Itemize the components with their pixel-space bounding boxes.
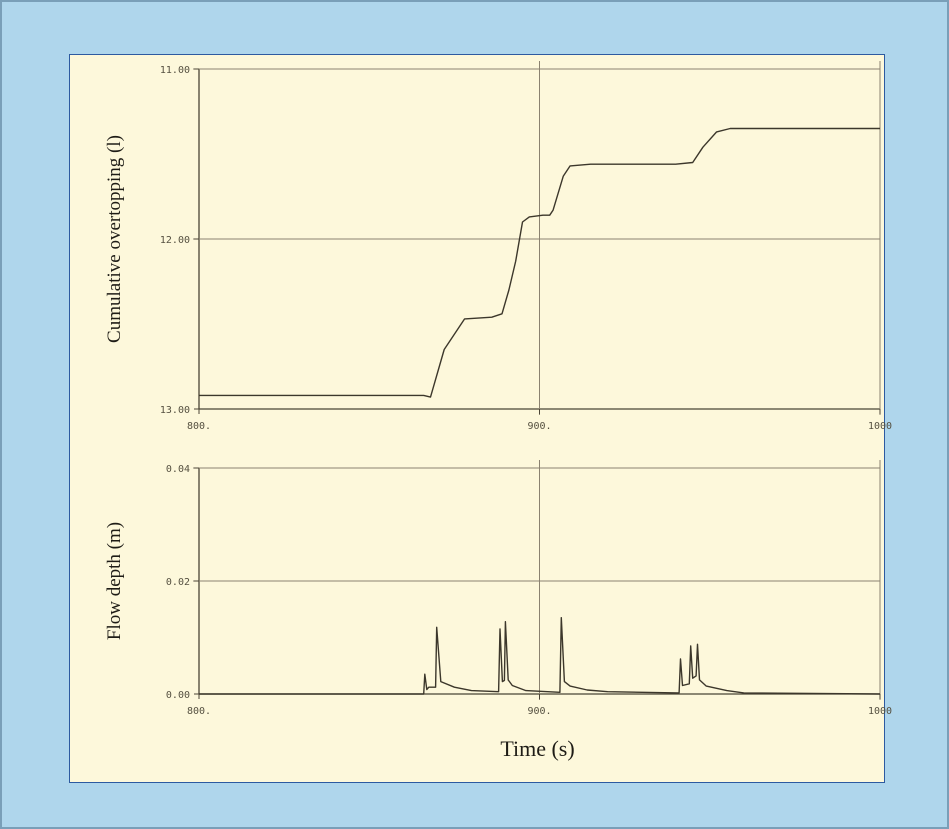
y-tick-label: 11.00 — [160, 65, 190, 76]
x-tick-label: 900. — [527, 706, 551, 717]
x-tick-label: 800. — [187, 421, 211, 432]
x-tick-label: 1000 — [868, 421, 892, 432]
y-tick-label: 13.00 — [160, 405, 190, 416]
series-line — [199, 127, 880, 398]
y-tick-label: 0.02 — [166, 577, 190, 588]
y-axis-label: Cumulative overtopping (l) — [104, 135, 125, 343]
x-tick-label: 800. — [187, 706, 211, 717]
x-tick-label: 900. — [527, 421, 551, 432]
y-tick-label: 0.00 — [166, 690, 190, 701]
y-axis-label: Flow depth (m) — [104, 522, 125, 640]
y-tick-label: 0.04 — [166, 464, 190, 475]
cumulative-overtopping-chart: 800. 900. 1000 11.00 12.00 13.00 Cumulative ov… — [104, 61, 892, 432]
x-axis-label: Time (s) — [500, 736, 574, 761]
chart-paper — [69, 54, 885, 783]
y-tick-label: 12.00 — [160, 235, 190, 246]
flow-depth-chart: 800. 900. 1000 0.00 0.02 0.04 Flow depth (m) Ti… — [104, 460, 892, 761]
series-line — [199, 617, 881, 695]
x-tick-label: 1000 — [868, 706, 892, 717]
